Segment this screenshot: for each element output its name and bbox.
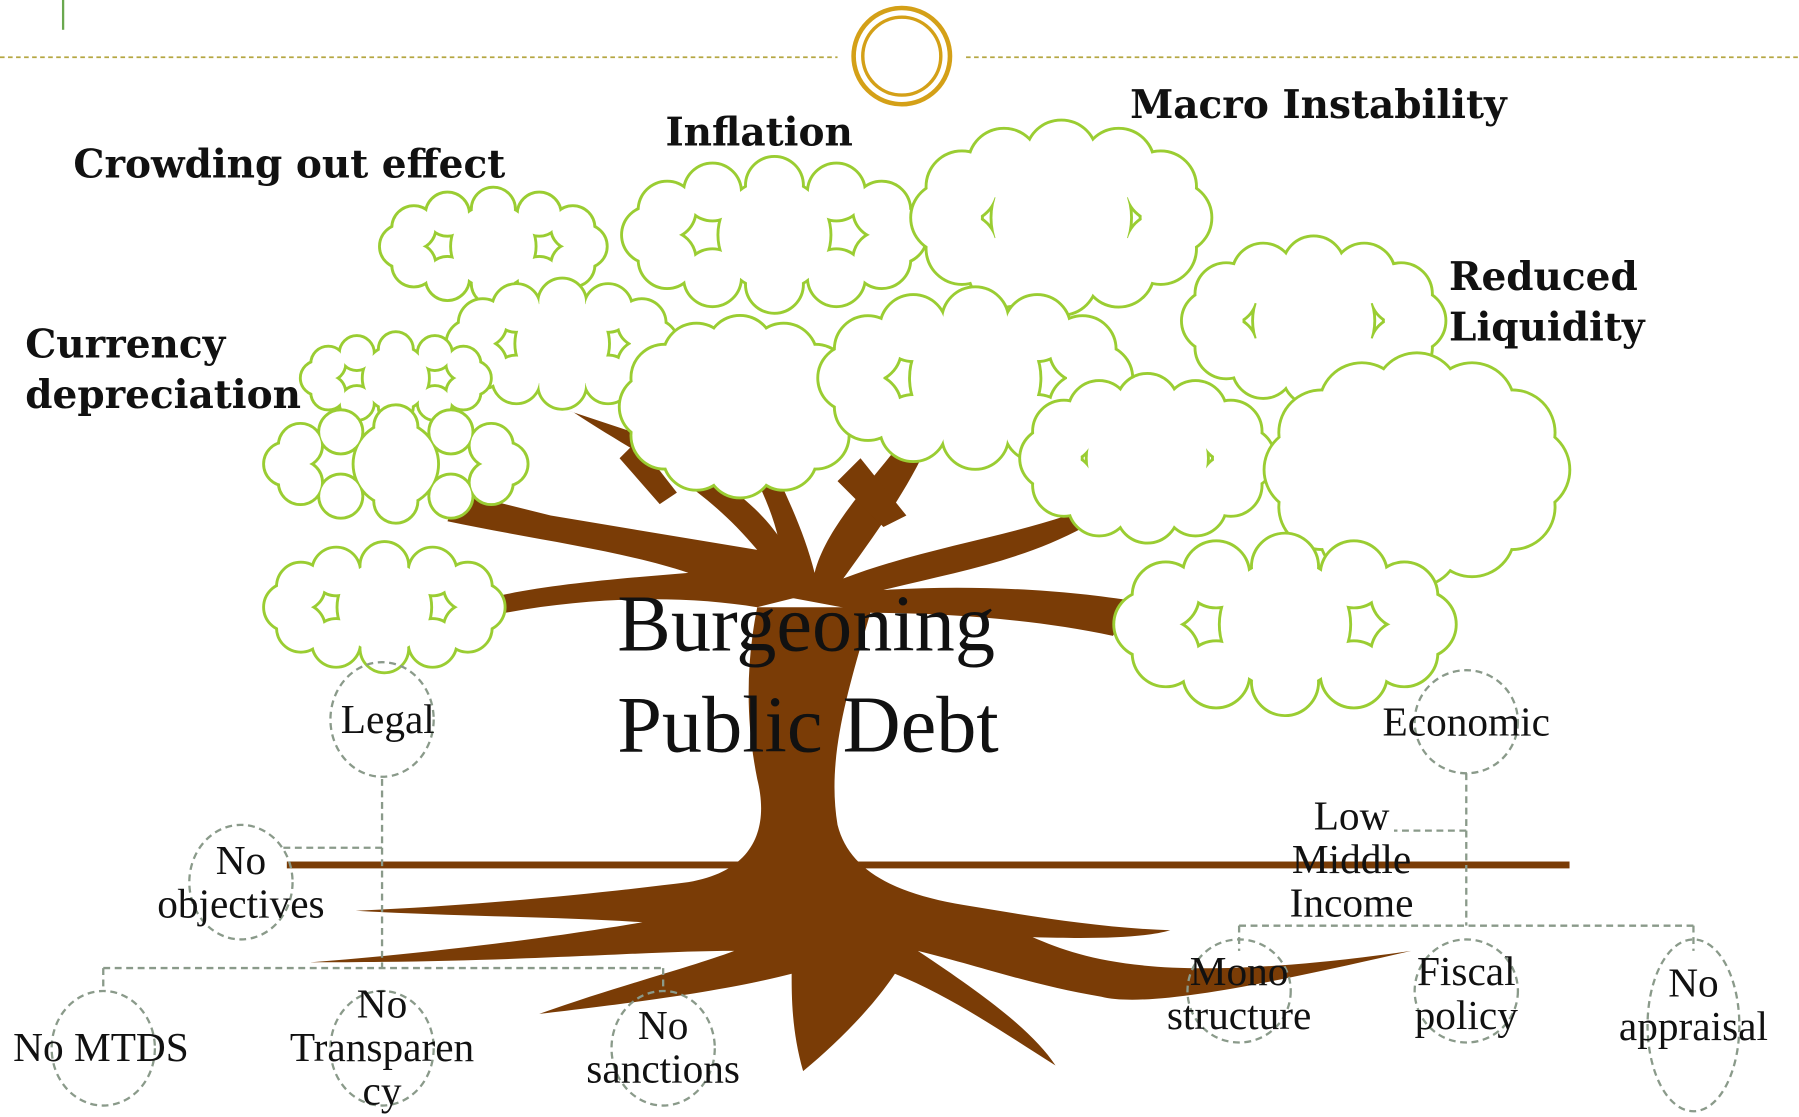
cloud-puff — [992, 149, 1130, 286]
cloud-puff — [1221, 560, 1350, 688]
cloud-puff — [676, 343, 805, 471]
center-title: Public Debt — [617, 681, 998, 770]
cloud-puff — [445, 564, 491, 610]
effect-label: depreciation — [25, 372, 301, 418]
category-label: Legal — [341, 696, 435, 742]
cloud — [265, 543, 504, 671]
cause-label: structure — [1167, 992, 1311, 1038]
cause-label: No MTDS — [13, 1024, 189, 1070]
cloud-puff — [430, 411, 471, 452]
cloud-puff — [516, 298, 608, 390]
cause-label: Mono — [1190, 948, 1289, 994]
cloud — [912, 121, 1210, 313]
cloud-puff — [364, 346, 428, 410]
cloud-puff — [430, 476, 471, 517]
cause-label: No — [638, 1002, 688, 1048]
cloud-puff — [471, 462, 512, 503]
effect-label: Currency — [25, 321, 226, 367]
cloud-puff — [447, 348, 479, 380]
cloud-puff — [1371, 264, 1431, 324]
cause-label: appraisal — [1619, 1003, 1768, 1049]
effect-label: Reduced — [1449, 254, 1638, 300]
effect-label: Liquidity — [1449, 304, 1646, 350]
cloud-puff — [911, 314, 1040, 442]
effect-label: Crowding out effect — [73, 142, 505, 188]
cloud-puff — [452, 205, 535, 287]
cause-label: Income — [1290, 880, 1414, 926]
cause-label: sanctions — [586, 1046, 740, 1092]
cloud-puff — [1050, 317, 1114, 381]
cause-label: Middle — [1292, 836, 1411, 882]
cause-label: objectives — [157, 881, 324, 927]
cloud-puff — [719, 180, 829, 290]
cloud-puff — [280, 425, 321, 466]
cause-label: policy — [1415, 992, 1519, 1038]
cloud-puff — [552, 207, 593, 248]
cause-label: cy — [363, 1067, 402, 1113]
cloud-puff — [1372, 563, 1436, 627]
cloud-puff — [1126, 152, 1195, 221]
cloud — [623, 158, 926, 312]
effect-label: Macro Instability — [1130, 82, 1508, 128]
cloud — [621, 317, 860, 497]
cause-label: No — [216, 837, 266, 883]
cloud-puff — [1334, 387, 1499, 552]
cloud-puff — [320, 476, 361, 517]
cloud — [1021, 375, 1273, 542]
cause-label: No — [357, 980, 407, 1026]
cloud-puff — [312, 348, 344, 380]
cloud-puff — [471, 425, 512, 466]
cloud-puff — [854, 183, 909, 238]
cause-label: Transparen — [290, 1024, 475, 1070]
effect-label: Inflation — [665, 110, 852, 156]
cloud-puff — [320, 411, 361, 452]
cause-label: No — [1668, 960, 1718, 1006]
cloud — [1115, 535, 1455, 715]
cause-label: Fiscal — [1417, 948, 1516, 994]
cloud-puff — [338, 561, 430, 653]
header-decoration — [0, 0, 1799, 104]
cloud — [265, 406, 527, 521]
cloud-puff — [355, 423, 438, 505]
cloud-puff — [1201, 402, 1261, 462]
cloud-puff — [619, 300, 665, 346]
diagram: Crowding out effect Inflation Macro Instab… — [0, 0, 1799, 1117]
category-label: Economic — [1383, 699, 1550, 745]
cause-label: Low — [1314, 792, 1390, 838]
cloud-puff — [447, 376, 479, 408]
cloud-puff — [1088, 399, 1207, 518]
center-title: Burgeoning — [617, 580, 995, 669]
